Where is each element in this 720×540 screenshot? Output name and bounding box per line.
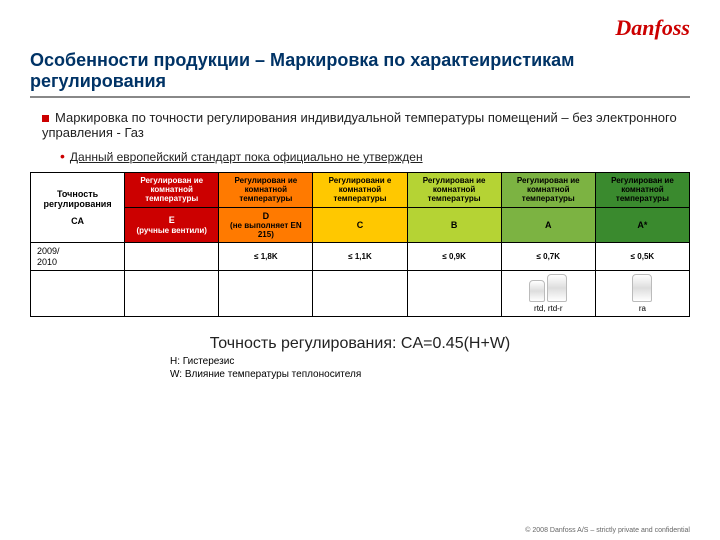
value-cell-d: ≤ 1,8K (219, 243, 313, 271)
img-cell-b (407, 270, 501, 316)
img-cell-astar: ra (595, 270, 689, 316)
col-header-d: Регулирован ие комнатной температуры (219, 173, 313, 208)
classification-table: Точность регулирования CA Регулирован ие… (30, 172, 690, 317)
img-row-left (31, 270, 125, 316)
grade-cell-c: C (313, 207, 407, 243)
valve-icon (632, 274, 652, 302)
slide-title: Особенности продукции – Маркировка по ха… (30, 50, 690, 98)
grade-cell-b: B (407, 207, 501, 243)
bullet-dot-icon: • (60, 148, 65, 164)
col-header-astar: Регулирован ие комнатной температуры (595, 173, 689, 208)
footer-text: © 2008 Danfoss A/S – strictly private an… (525, 527, 690, 534)
brand-logo: Danfoss (615, 15, 690, 41)
formula-text: Точность регулирования: CA=0.45(H+W) (30, 335, 690, 353)
value-cell-astar: ≤ 0,5K (595, 243, 689, 271)
col-header-c: Регулировани е комнатной температуры (313, 173, 407, 208)
row-header-left: Точность регулирования CA (31, 173, 125, 243)
img-cell-c (313, 270, 407, 316)
bullet-level-1: Маркировка по точности регулирования инд… (30, 110, 690, 140)
valve-icon (547, 274, 567, 302)
img-cell-d (219, 270, 313, 316)
grade-cell-astar: A* (595, 207, 689, 243)
bullet1-text: Маркировка по точности регулирования инд… (42, 110, 677, 140)
legend-block: H: Гистерезис W: Влияние температуры теп… (170, 355, 690, 381)
col-header-a: Регулирован ие комнатной температуры (501, 173, 595, 208)
legend-w: W: Влияние температуры теплоносителя (170, 368, 690, 381)
img-cell-a: rtd, rtd-r (501, 270, 595, 316)
valve-icon (529, 280, 545, 302)
bullet-square-icon (42, 115, 49, 122)
col-header-e: Регулирован ие комнатной температуры (125, 173, 219, 208)
grade-cell-d: D (не выполняет EN 215) (219, 207, 313, 243)
value-cell-a: ≤ 0,7K (501, 243, 595, 271)
legend-h: H: Гистерезис (170, 355, 690, 368)
grade-cell-a: A (501, 207, 595, 243)
col-header-b: Регулирован ие комнатной температуры (407, 173, 501, 208)
bullet2-text: Данный европейский стандарт пока официал… (70, 150, 423, 164)
grade-cell-e: E (ручные вентили) (125, 207, 219, 243)
bullet-level-2: • Данный европейский стандарт пока официа… (60, 148, 690, 164)
year-cell: 2009/ 2010 (31, 243, 125, 271)
value-cell-b: ≤ 0,9K (407, 243, 501, 271)
img-cell-e (125, 270, 219, 316)
value-cell-c: ≤ 1,1K (313, 243, 407, 271)
value-cell-e (125, 243, 219, 271)
